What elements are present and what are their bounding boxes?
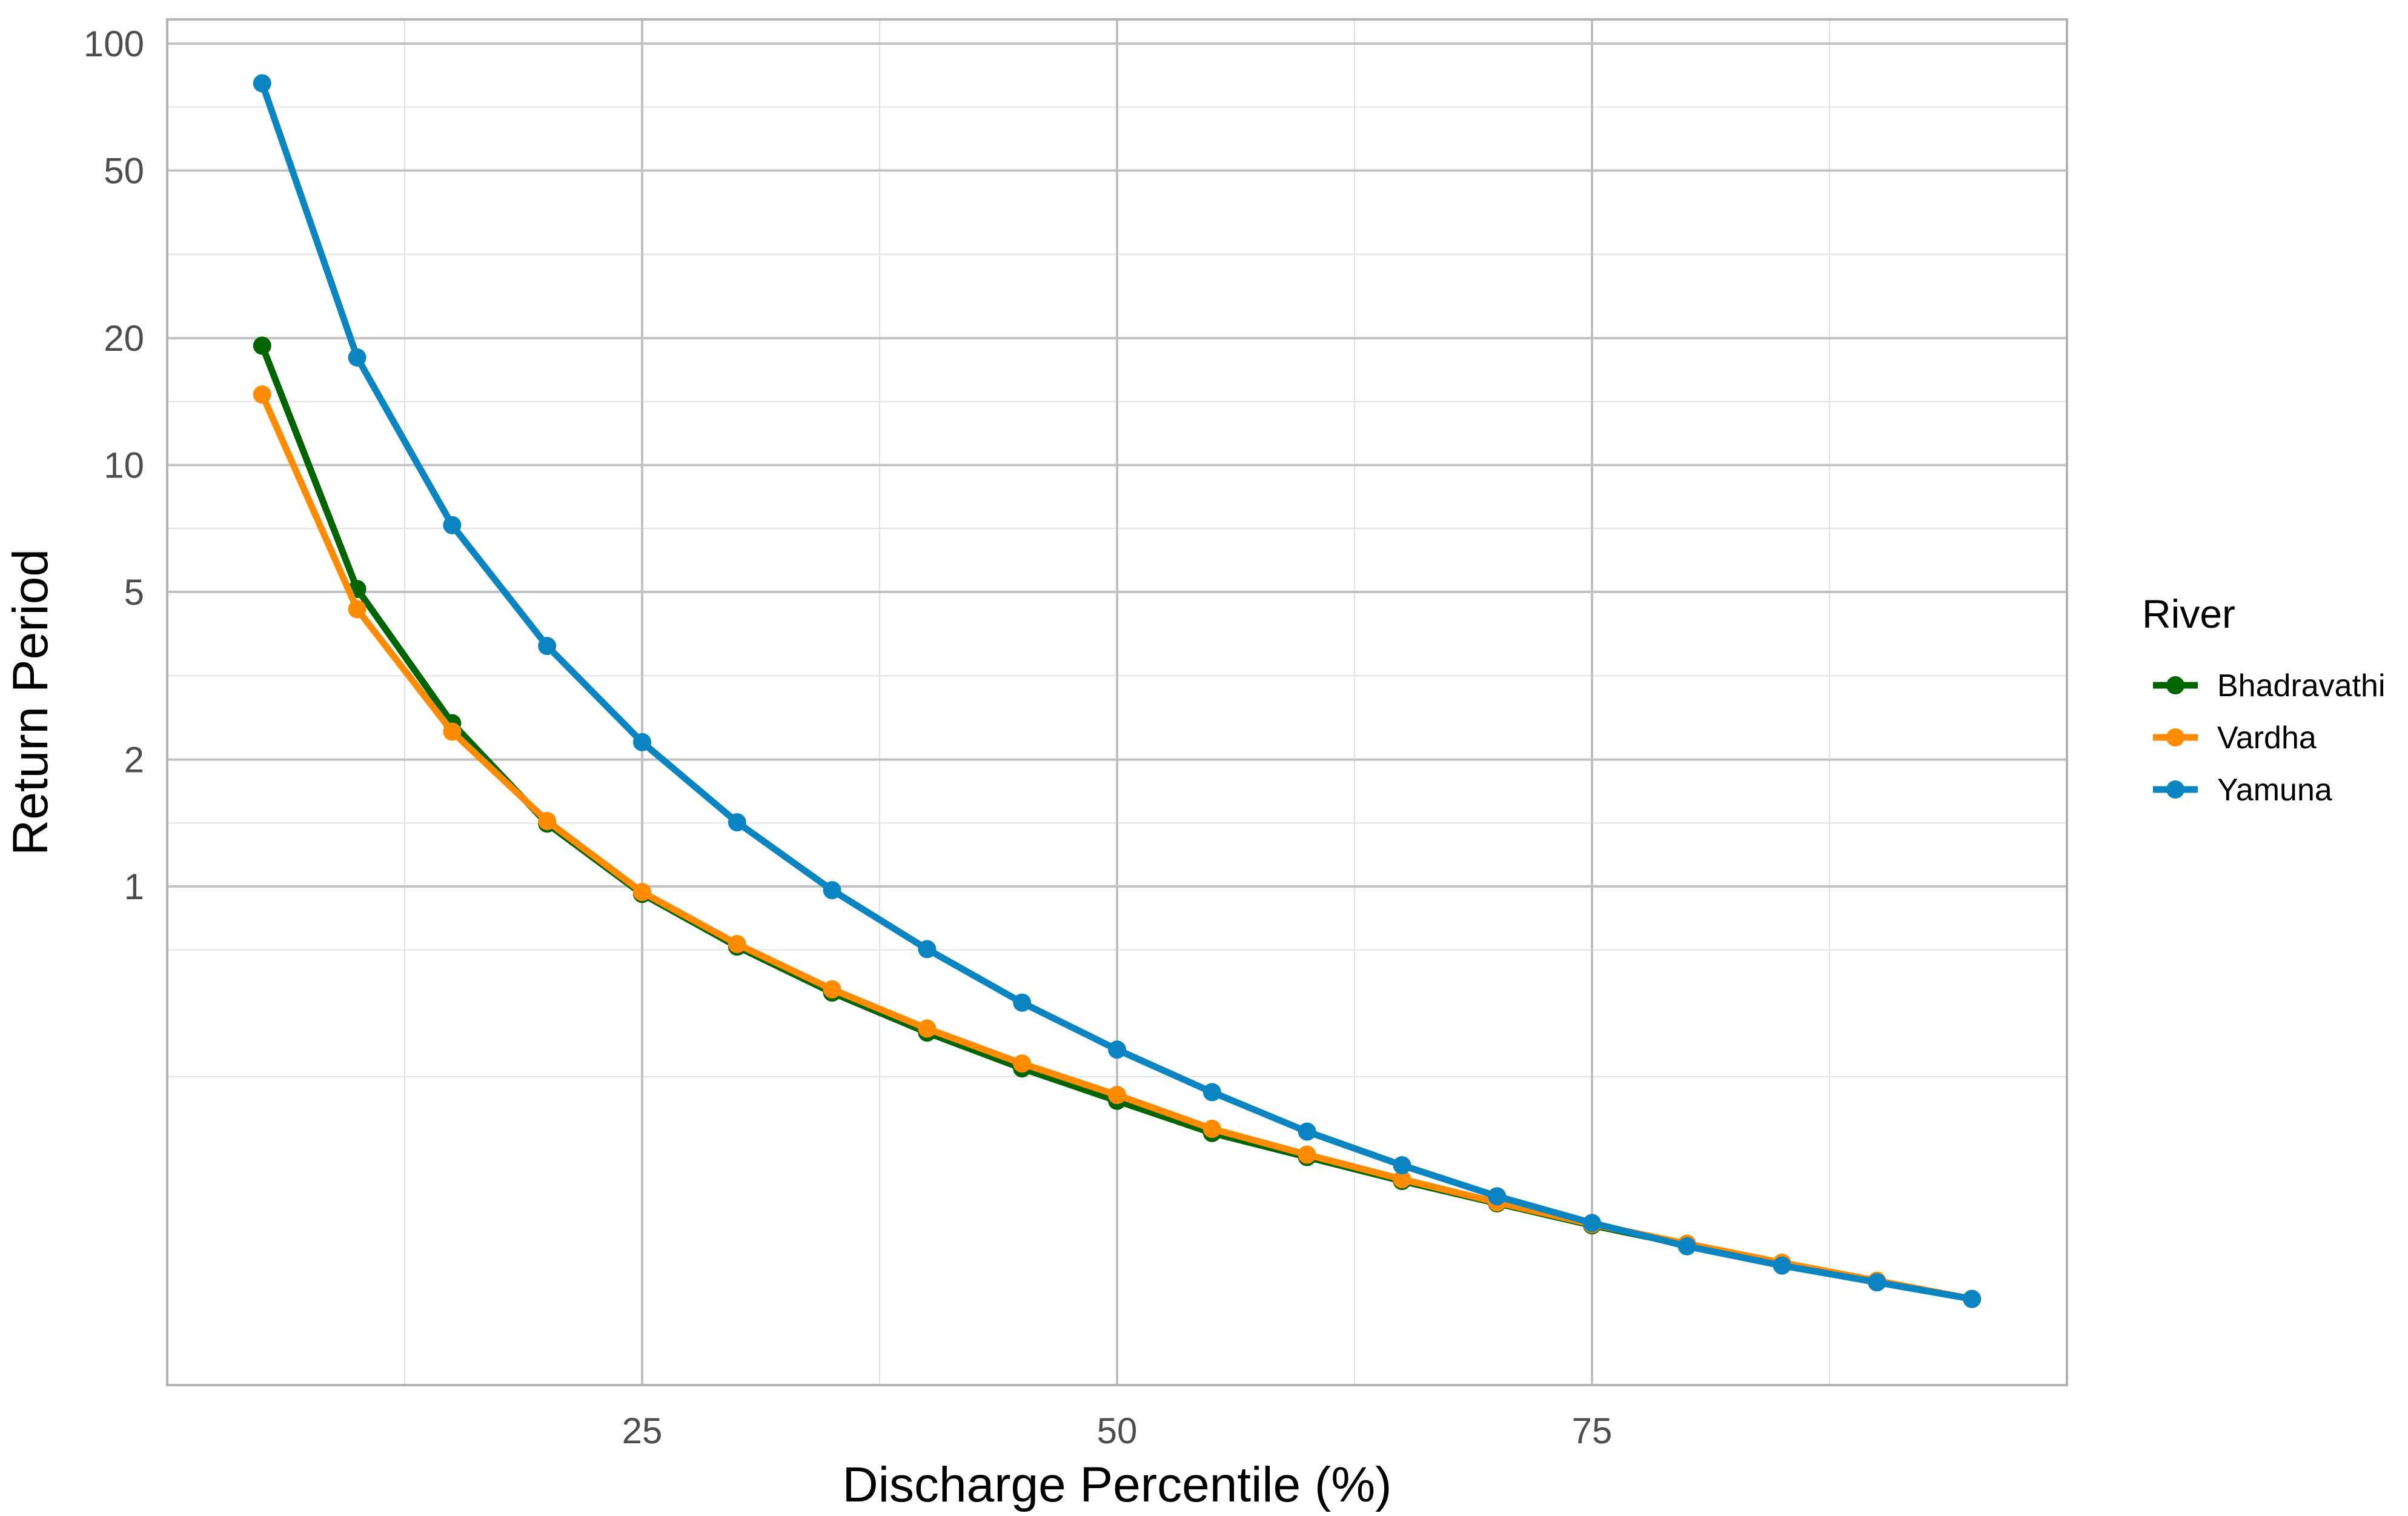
- data-point-yamuna: [538, 637, 557, 656]
- data-point-vardha: [1108, 1086, 1126, 1105]
- x-tick-label: 50: [1097, 1411, 1138, 1451]
- series-layer: [253, 74, 1982, 1308]
- data-point-yamuna: [348, 348, 367, 367]
- data-point-vardha: [1298, 1145, 1316, 1164]
- data-point-vardha: [1393, 1170, 1411, 1189]
- data-point-yamuna: [253, 74, 271, 93]
- major-gridlines: [167, 19, 2067, 1385]
- data-point-yamuna: [1677, 1237, 1696, 1255]
- data-point-yamuna: [1013, 993, 1032, 1012]
- data-point-yamuna: [443, 516, 462, 534]
- data-point-yamuna: [1583, 1214, 1601, 1232]
- legend: River Bhadravathi Vardha Yamuna: [2142, 591, 2386, 808]
- legend-items: Bhadravathi Vardha Yamuna: [2153, 668, 2386, 808]
- x-tick-label: 25: [622, 1411, 663, 1451]
- data-point-vardha: [348, 600, 367, 619]
- data-point-yamuna: [918, 940, 937, 959]
- data-point-yamuna: [633, 733, 651, 751]
- data-point-yamuna: [1298, 1122, 1316, 1141]
- y-tick-label: 20: [104, 318, 144, 359]
- legend-item-bhadravathi: Bhadravathi: [2153, 668, 2386, 703]
- plot-panel-border: [166, 18, 2068, 1386]
- x-tick-label: 75: [1572, 1411, 1613, 1451]
- data-point-vardha: [443, 722, 462, 741]
- y-tick-label: 5: [124, 572, 144, 613]
- data-point-yamuna: [1868, 1273, 1886, 1292]
- data-point-yamuna: [1773, 1256, 1791, 1275]
- data-point-yamuna: [1963, 1289, 1982, 1308]
- x-tick-labels: 25 50 75: [622, 1411, 1613, 1451]
- legend-label: Vardha: [2217, 720, 2317, 756]
- legend-label: Yamuna: [2217, 773, 2332, 808]
- data-point-vardha: [1013, 1054, 1032, 1073]
- legend-label: Bhadravathi: [2217, 668, 2386, 703]
- legend-key-point: [2166, 780, 2184, 799]
- data-point-yamuna: [823, 881, 841, 900]
- legend-title: River: [2142, 591, 2235, 636]
- y-tick-label: 100: [84, 24, 144, 64]
- data-point-yamuna: [1393, 1156, 1411, 1175]
- legend-key-point: [2166, 728, 2184, 746]
- series-yamuna: [253, 74, 1982, 1308]
- data-point-vardha: [823, 980, 841, 999]
- y-tick-label: 1: [124, 866, 144, 907]
- data-point-yamuna: [1108, 1040, 1126, 1059]
- x-axis-title: Discharge Percentile (%): [843, 1457, 1392, 1512]
- data-point-yamuna: [1202, 1083, 1221, 1102]
- data-point-vardha: [1202, 1119, 1221, 1138]
- data-point-vardha: [538, 811, 557, 830]
- legend-item-yamuna: Yamuna: [2153, 773, 2332, 808]
- data-point-vardha: [918, 1019, 937, 1038]
- data-point-yamuna: [1488, 1187, 1507, 1206]
- y-tick-label: 50: [104, 150, 144, 191]
- data-point-vardha: [728, 935, 746, 954]
- y-axis-title: Return Period: [3, 549, 58, 856]
- y-tick-label: 2: [124, 740, 144, 780]
- y-tick-labels: 1 2 5 10 20 50 100: [84, 24, 144, 907]
- data-point-vardha: [633, 883, 651, 902]
- data-point-vardha: [253, 385, 271, 404]
- legend-key-point: [2166, 676, 2184, 694]
- legend-item-vardha: Vardha: [2153, 720, 2317, 756]
- data-point-bhadravathi: [253, 336, 271, 355]
- y-tick-label: 10: [104, 445, 144, 486]
- data-point-yamuna: [728, 813, 746, 832]
